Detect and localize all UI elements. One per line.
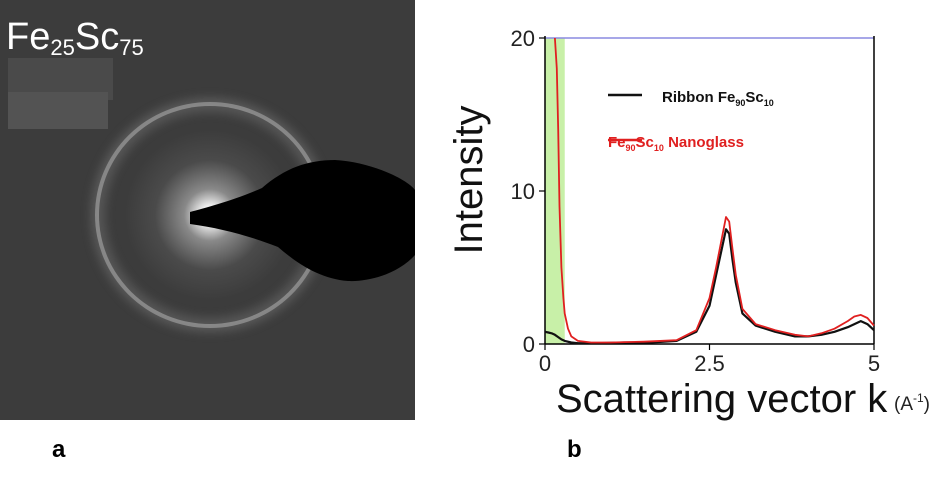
y-tick-label: 20 [511,26,535,51]
beam-stop [190,160,415,282]
legend-label-ribbon: Ribbon Fe90Sc10 [662,89,774,108]
x-tick-label: 0 [539,351,551,376]
image-patch [8,92,108,129]
x-tick-label: 2.5 [694,351,725,376]
y-tick-label: 10 [511,179,535,204]
x-tick-label: 5 [868,351,880,376]
legend-label-nanoglass: Fe90Sc10 Nanoglass [608,134,744,153]
panel-label-b: b [567,436,582,463]
diffraction-pattern-image: Fe25Sc75 [0,0,415,420]
x-axis-title: Scattering vector k [556,377,888,421]
x-axis-unit: (A-1) [894,391,930,415]
shaded-region [545,38,565,344]
y-tick-label: 0 [523,332,535,357]
series-line-ribbon [544,228,875,345]
legend: Ribbon Fe90Sc10 Fe90Sc10 Nanoglass [608,89,774,153]
composition-label: Fe25Sc75 [6,16,144,60]
y-axis-title: Intensity [447,106,491,255]
series-line-nanoglass [554,37,875,344]
panel-label-a: a [52,436,66,463]
intensity-chart: 0 2.5 5 0 10 20 Intensity Scattering vector k… [447,26,930,421]
